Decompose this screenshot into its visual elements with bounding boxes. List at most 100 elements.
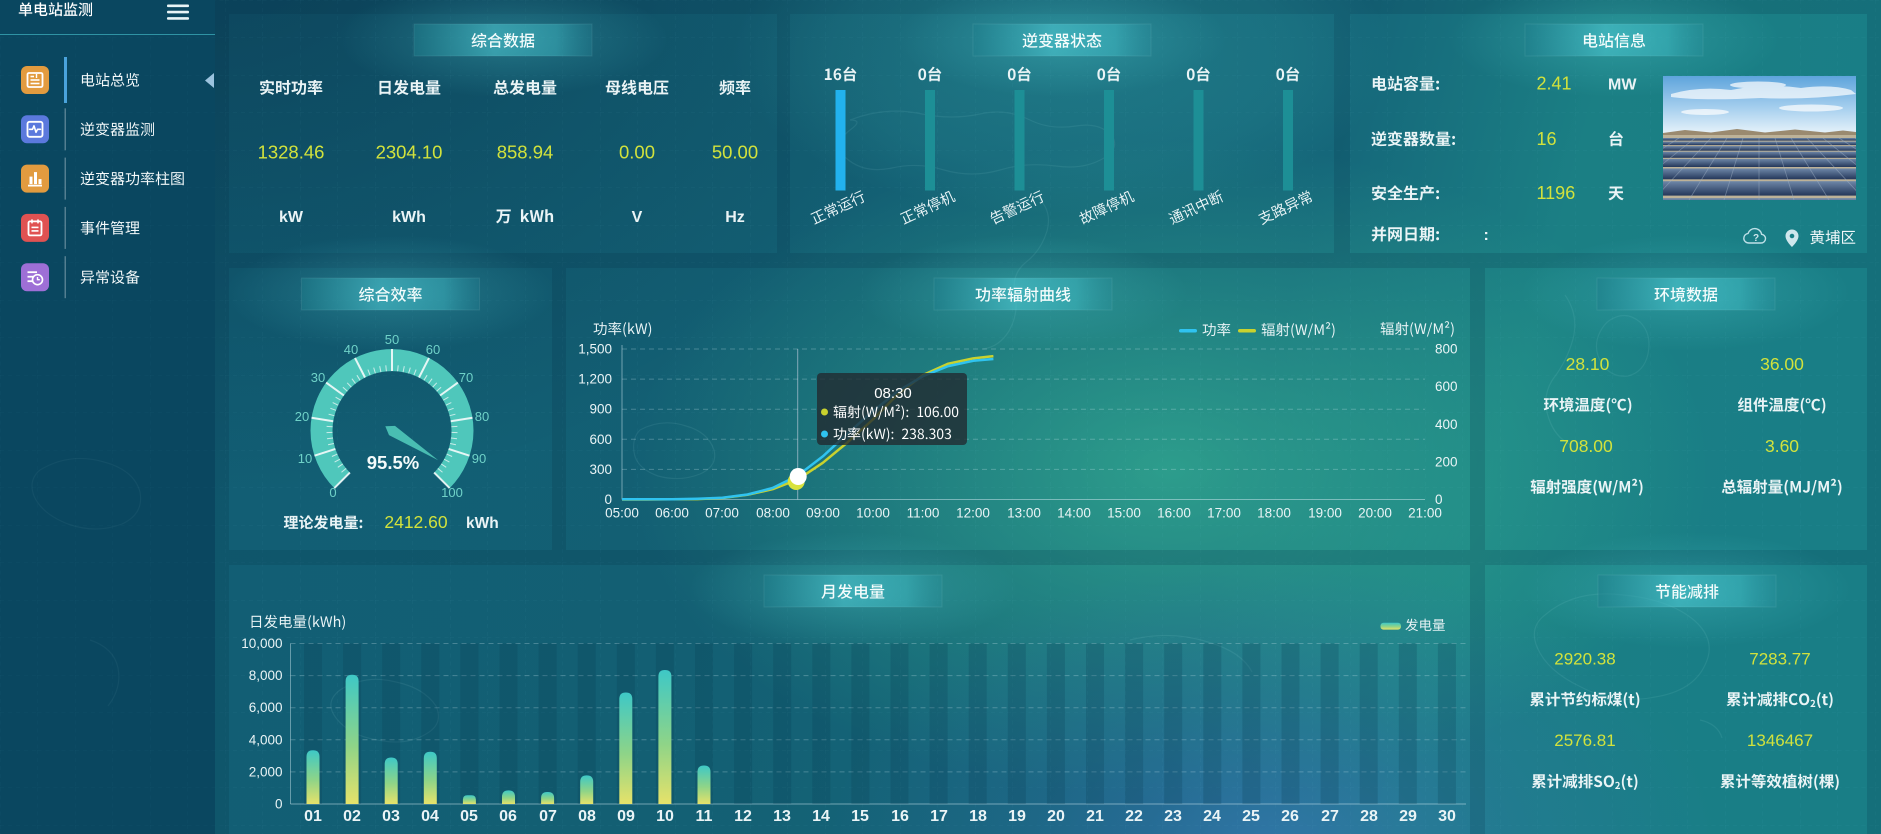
svg-text:15: 15: [851, 808, 869, 825]
svg-text:0: 0: [329, 485, 336, 500]
svg-text:30: 30: [1438, 808, 1456, 825]
svg-text::: :: [1484, 227, 1489, 244]
svg-text:09: 09: [617, 808, 635, 825]
svg-text:kW: kW: [279, 209, 304, 226]
svg-text:100: 100: [441, 485, 463, 500]
svg-text:28.10: 28.10: [1566, 354, 1610, 374]
svg-text:0: 0: [1435, 492, 1443, 507]
svg-text:13:00: 13:00: [1007, 506, 1041, 521]
svg-text:27: 27: [1321, 808, 1339, 825]
svg-text:10: 10: [656, 808, 674, 825]
svg-text:25: 25: [1242, 808, 1260, 825]
svg-text:17: 17: [930, 808, 948, 825]
svg-text:400: 400: [1435, 417, 1458, 432]
svg-text:14:00: 14:00: [1057, 506, 1091, 521]
svg-text:60: 60: [426, 342, 440, 357]
svg-text:18:00: 18:00: [1257, 506, 1291, 521]
svg-text:50: 50: [385, 332, 399, 347]
svg-text:Hz: Hz: [725, 209, 745, 226]
svg-text:1346467: 1346467: [1747, 731, 1813, 750]
svg-text:4,000: 4,000: [249, 732, 283, 747]
svg-text:800: 800: [1435, 342, 1458, 357]
svg-text:08:00: 08:00: [756, 506, 790, 521]
svg-text:11:00: 11:00: [907, 506, 940, 521]
svg-text:14: 14: [812, 808, 830, 825]
svg-text:16:00: 16:00: [1157, 506, 1191, 521]
svg-text:?: ?: [1753, 233, 1759, 244]
svg-text:15:00: 15:00: [1107, 506, 1141, 521]
svg-text:600: 600: [1435, 379, 1458, 394]
svg-text:MW: MW: [1608, 77, 1637, 94]
svg-text:600: 600: [589, 432, 612, 447]
svg-text:858.94: 858.94: [497, 142, 554, 163]
svg-text:22: 22: [1125, 808, 1143, 825]
svg-text:23: 23: [1164, 808, 1182, 825]
svg-text:29: 29: [1399, 808, 1417, 825]
svg-text:0: 0: [604, 492, 612, 507]
svg-text:2576.81: 2576.81: [1554, 731, 1615, 750]
svg-text:kWh: kWh: [392, 209, 426, 226]
svg-text:90: 90: [472, 451, 486, 466]
svg-text:20:00: 20:00: [1358, 506, 1392, 521]
svg-text:8,000: 8,000: [249, 668, 283, 683]
svg-text:0.00: 0.00: [619, 142, 655, 163]
svg-text:1328.46: 1328.46: [258, 142, 325, 163]
svg-text:12:00: 12:00: [956, 506, 990, 521]
svg-text:1,500: 1,500: [578, 342, 612, 357]
svg-text:06: 06: [499, 808, 517, 825]
svg-text:20: 20: [1047, 808, 1065, 825]
svg-text:26: 26: [1281, 808, 1299, 825]
svg-text:80: 80: [475, 409, 489, 424]
svg-text:21:00: 21:00: [1408, 506, 1442, 521]
svg-text:05: 05: [460, 808, 478, 825]
svg-text:19:00: 19:00: [1308, 506, 1342, 521]
svg-text:10,000: 10,000: [241, 636, 282, 651]
svg-text:1,200: 1,200: [578, 372, 612, 387]
svg-text:6,000: 6,000: [249, 700, 283, 715]
svg-text:04: 04: [421, 808, 439, 825]
svg-text:19: 19: [1008, 808, 1026, 825]
svg-text:50.00: 50.00: [712, 142, 758, 163]
svg-text:2.41: 2.41: [1537, 74, 1572, 94]
svg-text:30: 30: [311, 370, 325, 385]
svg-text:18: 18: [969, 808, 987, 825]
svg-text:7283.77: 7283.77: [1749, 650, 1810, 669]
svg-text:16: 16: [891, 808, 909, 825]
svg-text:1196: 1196: [1537, 183, 1576, 203]
svg-text:03: 03: [382, 808, 400, 825]
svg-text:09:00: 09:00: [806, 506, 840, 521]
svg-text:36.00: 36.00: [1760, 354, 1804, 374]
svg-text:06:00: 06:00: [655, 506, 689, 521]
svg-text:12: 12: [734, 808, 752, 825]
svg-text:07: 07: [539, 808, 557, 825]
svg-text:2412.60: 2412.60: [384, 512, 448, 532]
svg-text:08:30: 08:30: [874, 385, 912, 402]
svg-text:10:00: 10:00: [856, 506, 890, 521]
svg-text:02: 02: [343, 808, 361, 825]
svg-text:kWh: kWh: [466, 515, 499, 532]
svg-text:2304.10: 2304.10: [376, 142, 443, 163]
svg-text:01: 01: [304, 808, 322, 825]
svg-text:95.5%: 95.5%: [367, 452, 419, 473]
svg-text:70: 70: [459, 370, 473, 385]
svg-text:3.60: 3.60: [1765, 436, 1799, 456]
svg-text:08: 08: [578, 808, 596, 825]
svg-text:17:00: 17:00: [1207, 506, 1241, 521]
svg-text:20: 20: [295, 409, 309, 424]
svg-text:28: 28: [1360, 808, 1378, 825]
svg-text:V: V: [632, 209, 643, 226]
svg-text:900: 900: [589, 402, 612, 417]
svg-text:2,000: 2,000: [249, 764, 283, 779]
svg-text:200: 200: [1435, 454, 1458, 469]
svg-text:11: 11: [696, 808, 713, 825]
svg-text:24: 24: [1203, 808, 1221, 825]
svg-text:07:00: 07:00: [705, 506, 739, 521]
svg-text:13: 13: [773, 808, 791, 825]
svg-text:2920.38: 2920.38: [1554, 650, 1615, 669]
svg-text:05:00: 05:00: [605, 506, 639, 521]
svg-text:40: 40: [344, 342, 358, 357]
svg-text:16: 16: [1537, 129, 1557, 149]
svg-text:10: 10: [298, 451, 312, 466]
svg-text:300: 300: [589, 462, 612, 477]
svg-text:21: 21: [1086, 808, 1104, 825]
